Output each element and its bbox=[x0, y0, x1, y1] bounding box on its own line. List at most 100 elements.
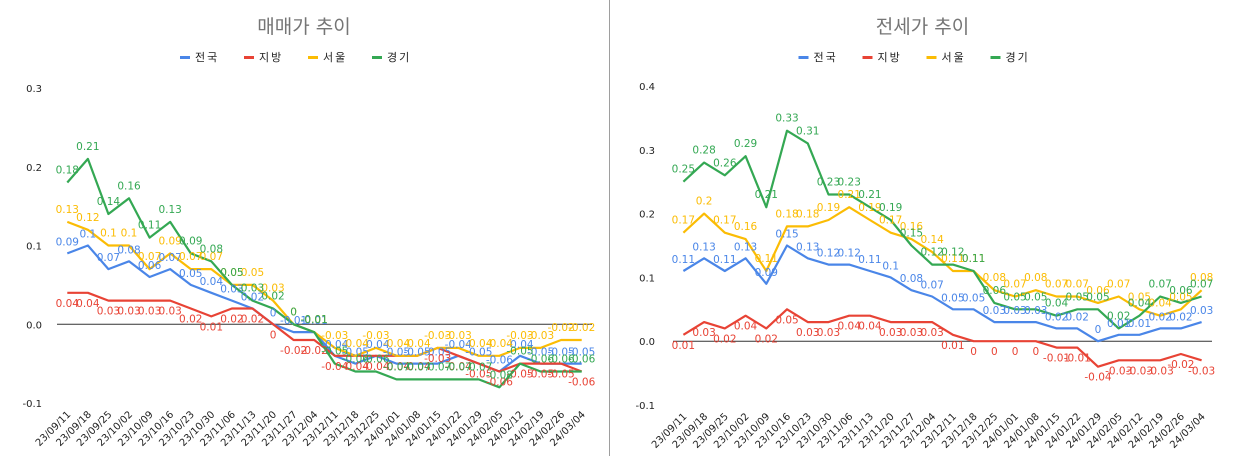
data-label: 0.04 bbox=[1045, 298, 1069, 310]
legend-swatch bbox=[244, 56, 254, 59]
data-label: 0.03 bbox=[900, 327, 923, 339]
data-label: -0.05 bbox=[321, 346, 348, 358]
data-label: -0.04 bbox=[362, 361, 389, 373]
data-label: 0.07 bbox=[920, 280, 943, 292]
data-label: 0.06 bbox=[1086, 285, 1110, 297]
data-label: -0.04 bbox=[321, 339, 348, 351]
data-label: 0.01 bbox=[672, 340, 695, 352]
legend-item-4[interactable]: 경기 bbox=[372, 51, 411, 64]
data-label: 0.03 bbox=[692, 327, 715, 339]
data-label: -0.06 bbox=[527, 354, 554, 366]
data-label: -0.04 bbox=[404, 361, 431, 373]
data-label: -0.02 bbox=[568, 322, 595, 334]
data-label: 0.02 bbox=[241, 292, 264, 304]
data-label: 0.07 bbox=[1045, 279, 1068, 291]
legend-swatch bbox=[990, 56, 1001, 59]
data-label: 0.12 bbox=[838, 248, 861, 260]
data-label: 0.03 bbox=[1003, 305, 1026, 317]
data-label: 0 bbox=[991, 346, 998, 358]
data-label: 0.23 bbox=[817, 176, 840, 188]
data-label: -0.05 bbox=[342, 347, 369, 359]
data-label: 0.28 bbox=[692, 145, 715, 157]
data-label: 0 bbox=[1095, 324, 1102, 336]
data-label: -0.03 bbox=[445, 330, 472, 342]
data-label: 0.01 bbox=[200, 321, 223, 333]
data-label: 0.05 bbox=[241, 267, 264, 279]
data-label: 0.07 bbox=[1148, 279, 1171, 291]
y-tick-label: 0.1 bbox=[639, 273, 655, 284]
data-label: 0.09 bbox=[755, 267, 778, 279]
data-label: -0.05 bbox=[568, 347, 595, 359]
data-label: 0.25 bbox=[672, 164, 695, 176]
data-label: 0.03 bbox=[241, 283, 264, 295]
y-tick-label: 0.3 bbox=[26, 84, 42, 95]
legend-item-3[interactable]: 서울 bbox=[308, 51, 347, 64]
data-label: 0 bbox=[1032, 346, 1039, 358]
data-label: 0.09 bbox=[158, 235, 181, 247]
data-label: -0.04 bbox=[383, 338, 410, 350]
data-label: 0.18 bbox=[775, 208, 798, 220]
legend-swatch bbox=[372, 56, 382, 59]
data-label: -0.03 bbox=[506, 330, 533, 342]
data-label: 0.05 bbox=[962, 292, 985, 304]
data-label: 0.01 bbox=[1107, 318, 1130, 330]
data-label: 0.08 bbox=[200, 243, 223, 255]
data-label: 0.07 bbox=[1066, 279, 1089, 291]
data-label: -0.05 bbox=[506, 346, 533, 358]
data-label: 0.1 bbox=[121, 228, 138, 240]
data-label: 0 bbox=[290, 306, 297, 318]
data-label: -0.01 bbox=[280, 315, 307, 327]
data-label: -0.05 bbox=[506, 369, 533, 381]
data-label: 0.16 bbox=[734, 221, 758, 233]
data-label: 0.19 bbox=[879, 202, 902, 214]
legend-item-1[interactable]: 전국 bbox=[180, 51, 219, 64]
data-label: 0 bbox=[970, 346, 977, 358]
data-label: -0.03 bbox=[1147, 365, 1174, 377]
data-label: 0.21 bbox=[755, 189, 778, 201]
legend-swatch bbox=[798, 56, 809, 59]
legend-item-2[interactable]: 지방 bbox=[862, 51, 902, 64]
data-label: 0.18 bbox=[56, 165, 79, 177]
data-label: -0.03 bbox=[424, 353, 451, 365]
legend-item-3[interactable]: 서울 bbox=[926, 51, 966, 64]
data-label: 0.12 bbox=[817, 248, 840, 260]
legend-swatch bbox=[308, 56, 318, 59]
data-label: 0.05 bbox=[941, 292, 964, 304]
data-label: 0.03 bbox=[138, 306, 161, 318]
y-tick-label: -0.1 bbox=[635, 401, 655, 412]
data-label: 0.18 bbox=[796, 208, 819, 220]
legend-item-1[interactable]: 전국 bbox=[798, 51, 838, 64]
data-label: -0.07 bbox=[424, 361, 451, 373]
legend-item-4[interactable]: 경기 bbox=[990, 51, 1030, 64]
y-tick-label: 0.2 bbox=[639, 210, 655, 221]
data-label: 0.13 bbox=[796, 241, 819, 253]
data-label: 0.13 bbox=[56, 204, 79, 216]
series-line-4 bbox=[682, 129, 1202, 330]
data-label: 0.06 bbox=[1169, 285, 1193, 297]
data-label: 0.11 bbox=[713, 254, 736, 266]
data-label: -0.06 bbox=[568, 377, 595, 389]
data-label: -0.05 bbox=[424, 347, 451, 359]
data-label: 0.17 bbox=[713, 215, 736, 227]
data-label: -0.06 bbox=[548, 354, 575, 366]
legend-swatch bbox=[862, 56, 873, 59]
data-label: 0.05 bbox=[1024, 291, 1047, 303]
data-label: -0.03 bbox=[1105, 365, 1132, 377]
data-label: 0.03 bbox=[261, 283, 284, 295]
data-label: -0.01 bbox=[1064, 353, 1091, 365]
y-tick-label: 0.3 bbox=[639, 146, 655, 157]
data-label: 0.01 bbox=[941, 340, 964, 352]
data-label: 0 bbox=[1012, 346, 1019, 358]
legend-label: 전국 bbox=[195, 51, 219, 64]
data-label: 0.04 bbox=[200, 276, 224, 288]
data-label: -0.07 bbox=[465, 361, 492, 373]
data-label: 0 bbox=[270, 307, 277, 319]
data-label: 0.05 bbox=[1128, 291, 1151, 303]
data-label: 0.03 bbox=[117, 306, 140, 318]
legend-item-2[interactable]: 지방 bbox=[244, 51, 283, 64]
data-label: -0.01 bbox=[1043, 353, 1070, 365]
series-line-4 bbox=[66, 157, 582, 389]
sales-price-chart-panel: 매매가 추이 전국 지방 서울 경기 0.3 0.2 0.1 0.0 -0.1 0.09 0.1 0.0… bbox=[0, 0, 608, 456]
data-label: 0.19 bbox=[817, 202, 840, 214]
data-label: -0.04 bbox=[342, 338, 369, 350]
